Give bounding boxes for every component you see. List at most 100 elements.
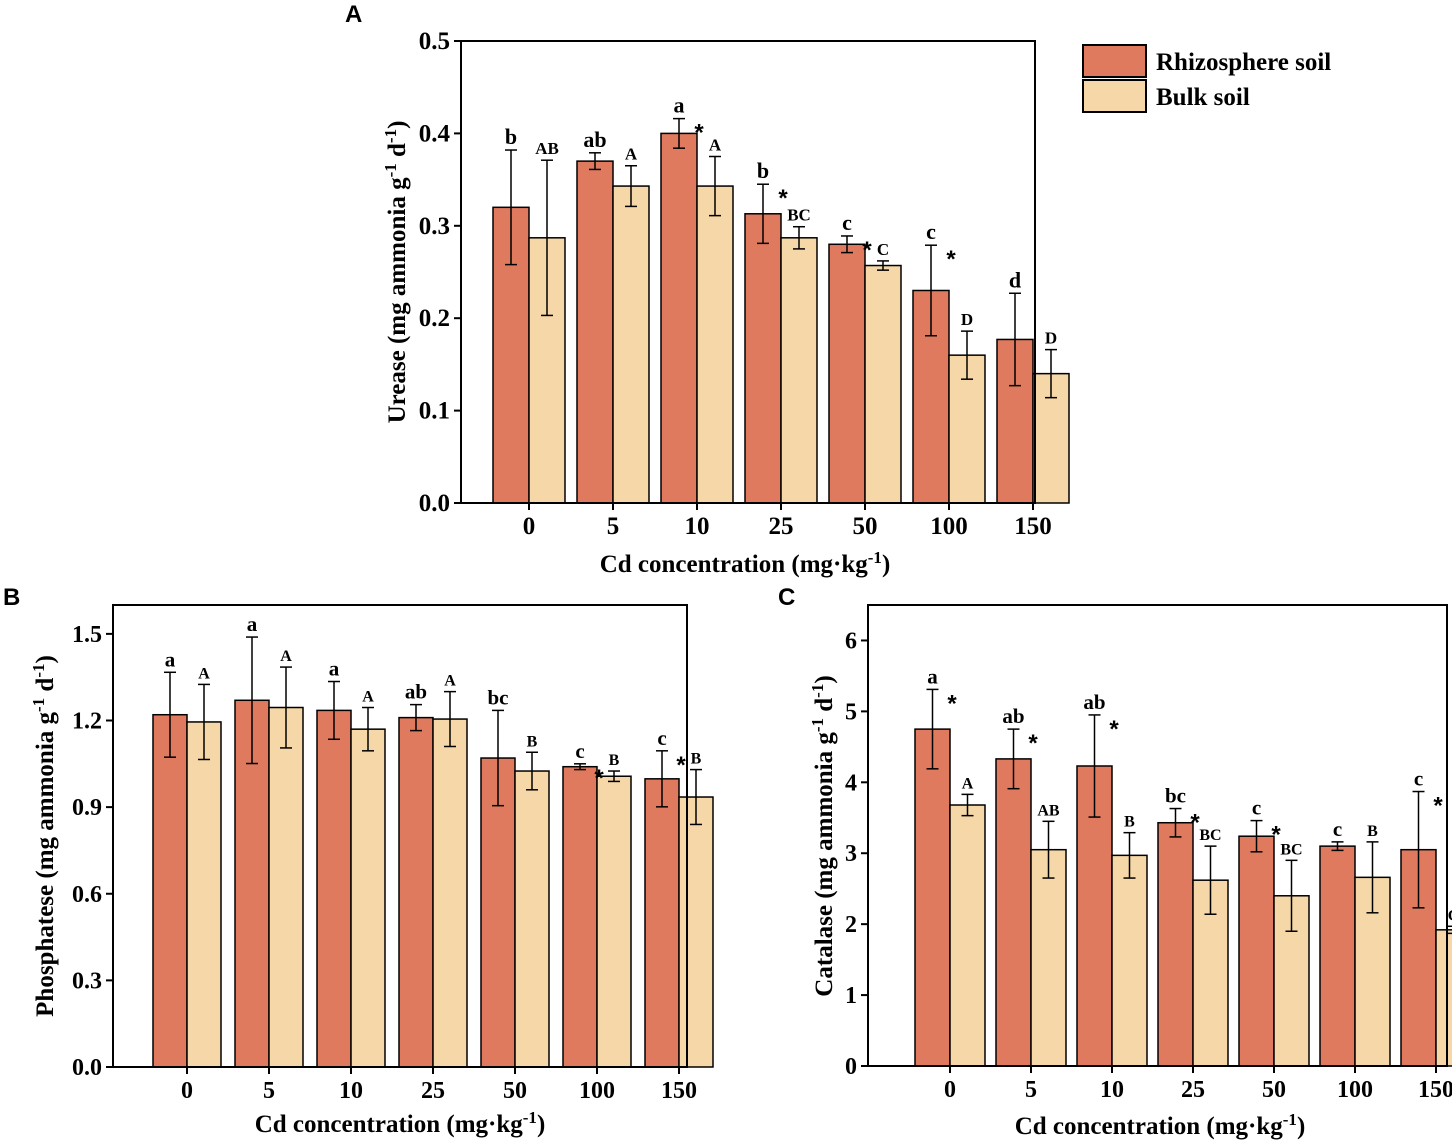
phosphatase-y-tick-label-1.5: 1.5 bbox=[72, 622, 102, 648]
phosphatase-letter-label-1-50: B bbox=[527, 733, 538, 750]
phosphatase-x-tick-label-25: 25 bbox=[421, 1078, 445, 1104]
catalase-letter-label-0-100: c bbox=[1333, 817, 1342, 841]
phosphatase-y-tick-label-0.6: 0.6 bbox=[72, 882, 102, 908]
phosphatase-bars: a Aa A a A ab Abc B c B * c B * bbox=[152, 612, 714, 1068]
urease-x-tick-label-0: 0 bbox=[523, 513, 536, 540]
urease-y-tick-label-0.4: 0.4 bbox=[419, 120, 451, 147]
catalase-y-tick-label-4: 4 bbox=[845, 770, 857, 796]
phosphatase-bar-rhizosphere-0 bbox=[152, 713, 188, 1068]
panel-label-b: B bbox=[3, 584, 20, 611]
catalase-x-tick-label-150: 150 bbox=[1418, 1077, 1452, 1103]
catalase-significance-star-0: * bbox=[947, 690, 957, 717]
phosphatase-letter-label-0-10: a bbox=[329, 657, 340, 681]
urease-axes: 0.0 0.1 0.2 0.3 0.4 0.5 0 5 10 25 50 100 150 bbox=[419, 28, 1052, 540]
catalase-significance-star-25: * bbox=[1190, 810, 1200, 837]
catalase-letter-label-1-5: AB bbox=[1037, 802, 1060, 819]
urease-significance-star-25: * bbox=[778, 185, 788, 212]
legend-swatch-rhizosphere bbox=[1082, 44, 1147, 78]
phosphatase-y-axis-title: Phosphatese (mg ammonia g-1 d-1) bbox=[29, 655, 59, 1017]
catalase-bar-rhizosphere-0 bbox=[914, 728, 951, 1067]
phosphatase-letter-label-0-25: ab bbox=[405, 680, 427, 704]
urease-y-axis-title: Urease (mg ammonia g-1 d-1) bbox=[381, 121, 411, 424]
catalase-y-tick-label-3: 3 bbox=[845, 841, 857, 867]
urease-letter-label-0-150: d bbox=[1009, 267, 1021, 292]
urease-significance-star-10: * bbox=[694, 120, 704, 147]
phosphatase-x-tick-label-10: 10 bbox=[339, 1078, 363, 1104]
phosphatase-x-tick-label-150: 150 bbox=[661, 1078, 697, 1104]
catalase-letter-label-0-150: c bbox=[1414, 767, 1423, 791]
urease-letter-label-0-100: c bbox=[926, 219, 936, 244]
catalase-significance-star-150: * bbox=[1433, 793, 1443, 820]
catalase-letter-label-1-25: BC bbox=[1199, 827, 1221, 844]
phosphatase-x-tick-label-0: 0 bbox=[181, 1078, 193, 1104]
catalase-letter-label-0-0: a bbox=[927, 664, 938, 688]
phosphatase-bar-rhizosphere-100 bbox=[562, 765, 598, 1068]
catalase-bar-bulk-10 bbox=[1111, 854, 1148, 1067]
catalase-plot-frame bbox=[867, 604, 1448, 1067]
phosphatase-letter-label-1-10: A bbox=[362, 689, 374, 706]
phosphatase-bar-rhizosphere-10 bbox=[316, 709, 352, 1068]
phosphatase-y-tick-label-0.0: 0.0 bbox=[72, 1055, 102, 1081]
catalase-letter-label-0-50: c bbox=[1252, 796, 1261, 820]
phosphatase-significance-star-100: * bbox=[594, 765, 604, 792]
catalase-bar-bulk-150 bbox=[1435, 929, 1452, 1067]
urease-letter-label-0-25: b bbox=[757, 158, 769, 183]
panel-label-c: C bbox=[778, 584, 795, 611]
catalase-bar-bulk-0 bbox=[949, 804, 986, 1067]
urease-letter-label-1-0: AB bbox=[535, 139, 559, 158]
phosphatase-x-axis-title: Cd concentration (mg·kg-1) bbox=[255, 1108, 546, 1138]
phosphatase-x-tick-label-5: 5 bbox=[263, 1078, 275, 1104]
urease-x-tick-label-50: 50 bbox=[853, 513, 878, 540]
phosphatase-axes: 0.0 0.3 0.6 0.9 1.2 1.5 0 5 10 25 50 100 150 bbox=[72, 604, 697, 1104]
urease-y-tick-label-0.3: 0.3 bbox=[419, 213, 450, 240]
phosphatase-letter-label-1-150: B bbox=[691, 751, 702, 768]
phosphatase-letter-label-0-5: a bbox=[247, 612, 258, 636]
urease-bar-rhizosphere-5 bbox=[576, 160, 614, 504]
phosphatase-bar-bulk-50 bbox=[514, 770, 550, 1068]
catalase-significance-star-10: * bbox=[1109, 716, 1119, 743]
phosphatase-x-tick-label-100: 100 bbox=[579, 1078, 615, 1104]
legend-label-rhizosphere: Rhizosphere soil bbox=[1156, 49, 1331, 76]
phosphatase-bar-rhizosphere-50 bbox=[480, 757, 516, 1068]
urease-x-tick-label-100: 100 bbox=[930, 513, 968, 540]
urease-x-tick-label-10: 10 bbox=[685, 513, 710, 540]
legend-label-bulk: Bulk soil bbox=[1156, 84, 1250, 111]
catalase-letter-label-1-50: BC bbox=[1280, 841, 1302, 858]
catalase-letter-label-0-25: bc bbox=[1165, 784, 1186, 808]
phosphatase-letter-label-1-0: A bbox=[198, 665, 210, 682]
catalase-y-tick-label-2: 2 bbox=[845, 912, 857, 938]
catalase-bar-bulk-5 bbox=[1030, 848, 1067, 1067]
phosphatase-letter-label-1-5: A bbox=[280, 648, 292, 665]
catalase-x-tick-label-10: 10 bbox=[1100, 1077, 1124, 1103]
urease-significance-star-50: * bbox=[862, 237, 872, 264]
urease-y-tick-label-0.1: 0.1 bbox=[419, 398, 450, 425]
urease-y-tick-label-0.0: 0.0 bbox=[419, 490, 450, 517]
catalase-x-tick-label-0: 0 bbox=[944, 1077, 956, 1103]
phosphatase-letter-label-0-0: a bbox=[165, 647, 176, 671]
phosphatase-bar-bulk-10 bbox=[350, 728, 386, 1068]
phosphatase-bar-bulk-150 bbox=[678, 796, 714, 1068]
phosphatase-y-tick-label-1.2: 1.2 bbox=[72, 709, 102, 735]
catalase-letter-label-1-100: B bbox=[1367, 823, 1378, 840]
urease-y-tick-label-0.2: 0.2 bbox=[419, 305, 450, 332]
urease-bar-bulk-10 bbox=[696, 185, 734, 504]
catalase-x-tick-label-5: 5 bbox=[1025, 1077, 1037, 1103]
phosphatase-y-tick-label-0.3: 0.3 bbox=[72, 968, 102, 994]
urease-letter-label-1-50: C bbox=[877, 240, 889, 259]
catalase-axes: 0 1 2 3 4 5 6 0 5 10 25 50 100 150 bbox=[845, 604, 1452, 1103]
phosphatase-letter-label-1-100: B bbox=[609, 752, 620, 769]
urease-x-tick-label-150: 150 bbox=[1014, 513, 1052, 540]
urease-bar-rhizosphere-50 bbox=[828, 243, 866, 504]
phosphatase-letter-label-0-50: bc bbox=[488, 685, 509, 709]
catalase-y-tick-label-0: 0 bbox=[845, 1054, 857, 1080]
phosphatase-bar-rhizosphere-25 bbox=[398, 716, 434, 1068]
urease-x-axis-title: Cd concentration (mg·kg-1) bbox=[600, 548, 891, 578]
urease-plot-frame bbox=[460, 40, 1036, 504]
catalase-letter-label-1-10: B bbox=[1124, 814, 1135, 831]
urease-letter-label-1-150: D bbox=[1045, 329, 1057, 348]
